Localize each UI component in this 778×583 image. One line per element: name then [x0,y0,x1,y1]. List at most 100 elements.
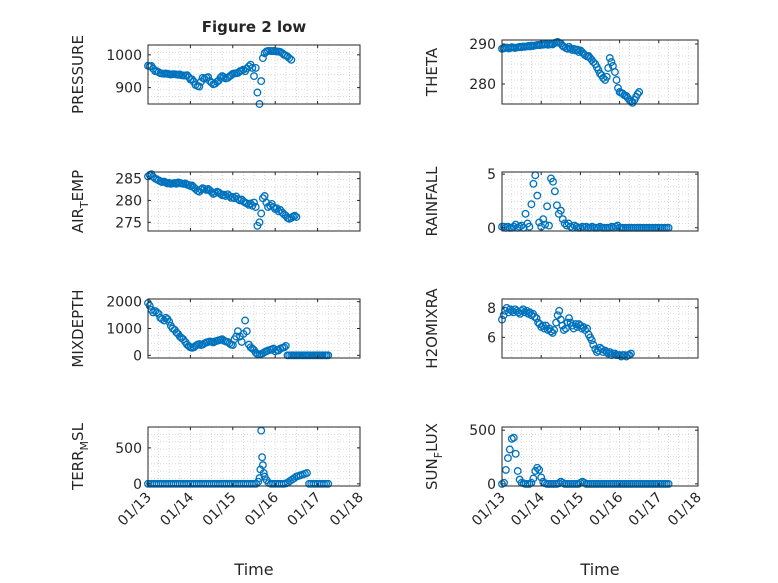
y-tick-label: 0 [133,348,142,364]
data-point [559,326,568,334]
data-point [195,82,204,91]
data-point [290,474,299,483]
y-axis-label: TERRMSL [69,422,91,491]
data-point [250,198,258,207]
data-point [521,209,530,218]
data-point [255,218,264,227]
axes-box [147,44,361,105]
data-point [532,314,541,323]
data-point [664,479,673,488]
axes-box [501,171,699,232]
y-tick-label: 285 [115,172,142,188]
data-point [509,222,518,231]
data-point [239,65,248,74]
y-tick-label: 6 [487,330,496,346]
data-point [258,461,267,470]
y-tick-label: 0 [487,221,496,237]
y-label-main: THETA [423,47,441,97]
y-label-main: H2OMIXRA [423,288,441,369]
data-point [612,76,621,84]
panel-1: 900 1000 PRESSURE Figure 2 low [69,18,361,114]
data-point [549,177,557,186]
y-label-tail: EMP [69,170,87,201]
y-label-main: AIR [69,208,87,233]
y-label-main: TERR [69,450,87,491]
y-label-main: SUN [423,458,441,490]
data-point [505,445,514,454]
data-point [285,54,294,63]
data-point [165,317,174,326]
data-point [511,449,520,458]
grid [501,427,699,486]
panel-2: 280 290 THETA [423,37,699,107]
data-point [251,63,260,72]
y-label-subscript: T [78,201,91,209]
data-point [219,73,228,82]
data-point [281,341,290,350]
y-tick-label: 2000 [106,295,142,311]
data-point [152,308,161,317]
chart-title: Figure 2 low [202,18,307,36]
data-point [520,308,529,317]
panel-6: 6 8 H2OMIXRA [423,288,699,369]
data-point [589,340,598,349]
data-point [248,63,257,72]
data-point [287,55,296,64]
data-point [257,209,266,218]
data-point [509,433,518,442]
data-point [501,465,510,474]
data-point [604,64,613,72]
y-tick-label: 0 [133,477,142,493]
y-axis-label: AIRTEMP [69,170,91,233]
y-label-subscript: F [432,452,445,458]
data-point [543,202,552,211]
data-point [550,326,559,334]
axes-box [147,426,361,487]
data-point [541,220,550,229]
grid [147,299,361,358]
data-point [258,453,267,462]
axes-box [501,39,699,105]
axes-box [501,426,699,487]
data-point [255,474,264,483]
data-point [145,301,154,310]
y-axis-label: SUNFLUX [423,423,445,490]
data-point [324,479,333,488]
data-point [242,327,251,336]
series-markers [498,433,673,488]
axes-box [501,298,699,359]
data-point [324,351,333,360]
panel-3: 275 280 285 AIRTEMP [69,170,361,233]
data-point [605,54,614,62]
series-markers [144,170,301,230]
data-point [530,312,539,321]
data-point [545,221,553,230]
data-point [610,68,619,76]
y-label-main: PRESSURE [69,35,87,114]
y-tick-label: 280 [115,193,142,209]
y-axis-label: THETA [423,47,441,97]
data-point [237,337,246,346]
series-markers [144,299,333,360]
data-point [552,201,561,210]
data-point [627,349,635,358]
data-point [574,48,583,56]
data-point [560,219,569,228]
data-point [257,77,266,86]
data-point [550,187,559,196]
panel-4: 0 5 RAINFALL [423,166,699,237]
data-point [587,336,596,345]
y-label-main: MIXDEPTH [69,289,87,367]
data-point [204,73,213,82]
data-point [556,206,565,215]
data-point [527,200,536,209]
y-label-main: RAINFALL [423,166,441,237]
data-point [241,316,250,325]
data-point [259,469,268,477]
y-tick-label: 500 [115,441,142,457]
data-point [513,467,522,475]
data-point [253,88,262,97]
y-tick-label: 1000 [106,48,142,64]
data-point [251,203,260,211]
